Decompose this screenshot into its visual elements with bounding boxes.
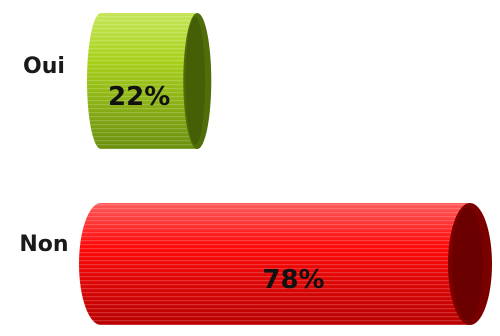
bar-end-cap-shade — [452, 207, 484, 321]
bar-non — [79, 203, 492, 325]
bar-texture — [79, 203, 470, 325]
bar-texture — [87, 13, 198, 149]
bar-end-cap-shade — [185, 17, 206, 145]
bar-oui — [87, 13, 212, 149]
category-label-non: Non — [19, 232, 68, 257]
category-label-oui: Oui — [23, 54, 65, 79]
data-label-oui: 22% — [108, 82, 170, 112]
bar-end-cap — [448, 203, 492, 325]
data-label-non: 78% — [262, 265, 324, 295]
bar-end-cap — [183, 13, 212, 149]
